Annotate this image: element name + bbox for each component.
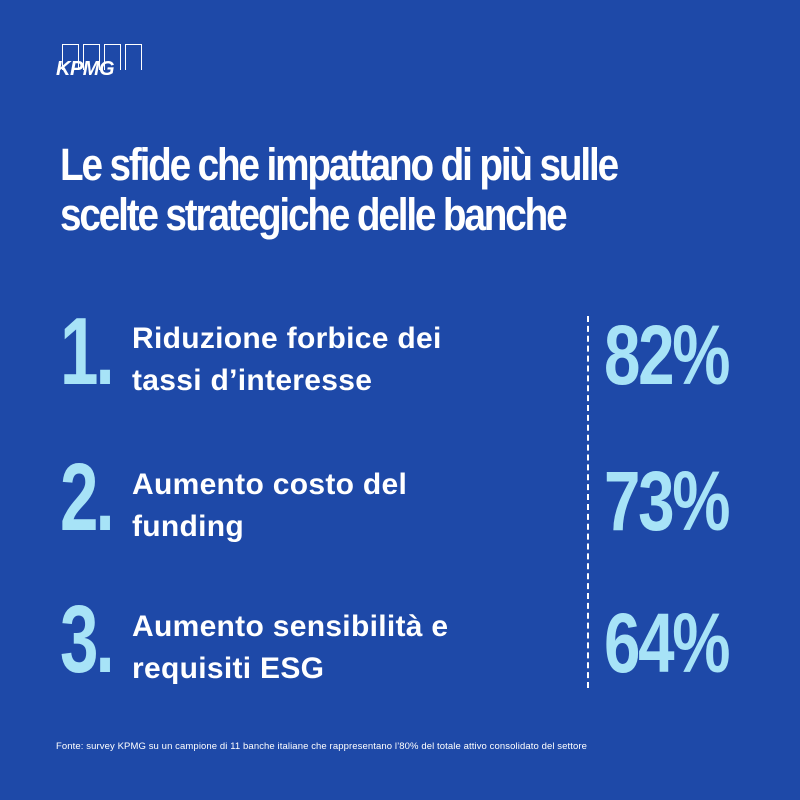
item-label-line-2: requisiti ESG xyxy=(132,652,325,685)
item-label-line-1: Riduzione forbice dei xyxy=(132,322,442,355)
item-label-line-1: Aumento costo del xyxy=(132,468,408,501)
item-label-line-1: Aumento sensibilità e xyxy=(132,610,449,643)
item-percent: 64% xyxy=(604,596,730,690)
item-number: 2. xyxy=(60,444,115,551)
item-label: Aumento costo del funding xyxy=(132,464,572,548)
item-label-line-2: funding xyxy=(132,510,245,543)
logo-text: KPMG xyxy=(56,58,115,80)
source-footnote: Fonte: survey KPMG su un campione di 11 … xyxy=(56,741,588,752)
list-item: 1. Riduzione forbice dei tassi d’interes… xyxy=(0,302,800,412)
item-percent: 82% xyxy=(604,308,730,402)
title-line-1: Le sfide che impattano di più sulle xyxy=(60,139,619,190)
item-label: Aumento sensibilità e requisiti ESG xyxy=(132,606,572,690)
item-number: 3. xyxy=(60,586,115,693)
item-percent: 73% xyxy=(604,454,730,548)
dashed-divider xyxy=(587,316,589,688)
logo-boxes-icon xyxy=(62,44,146,70)
item-label-line-2: tassi d’interesse xyxy=(132,364,373,397)
title-line-2: scelte strategiche delle banche xyxy=(60,189,568,240)
page-title: Le sfide che impattano di più sulle scel… xyxy=(60,140,662,240)
kpmg-logo: KPMG xyxy=(56,44,146,80)
list-item: 2. Aumento costo del funding 73% xyxy=(0,448,800,558)
list-item: 3. Aumento sensibilità e requisiti ESG 6… xyxy=(0,590,800,700)
item-label: Riduzione forbice dei tassi d’interesse xyxy=(132,318,572,402)
item-number: 1. xyxy=(60,298,115,405)
